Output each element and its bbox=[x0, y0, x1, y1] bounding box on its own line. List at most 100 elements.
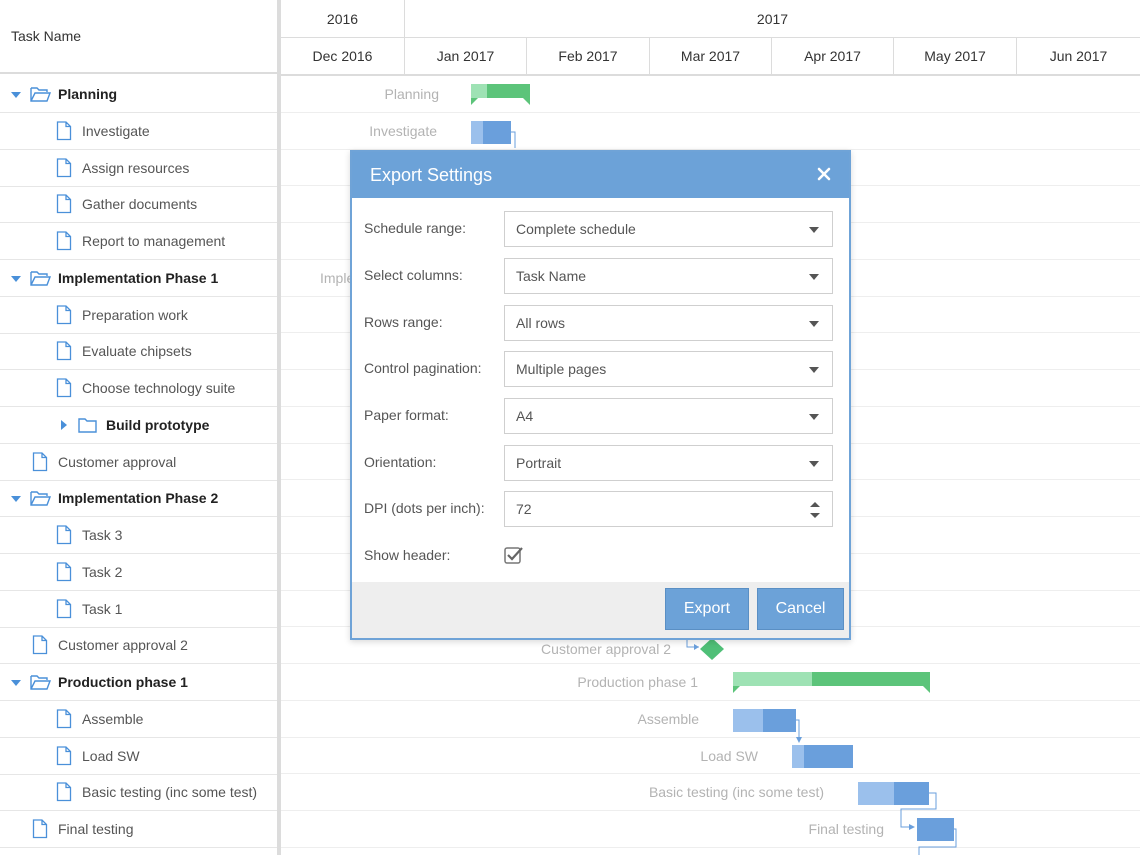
schedule-range-select[interactable]: Complete schedule bbox=[504, 211, 833, 247]
task-row[interactable]: Preparation work bbox=[0, 297, 277, 334]
document-icon bbox=[56, 341, 72, 361]
collapse-toggle-icon[interactable] bbox=[11, 92, 21, 98]
task-row[interactable]: Planning bbox=[0, 76, 277, 113]
document-icon bbox=[32, 451, 48, 471]
paper-format-label: Paper format: bbox=[364, 407, 449, 423]
orientation-select[interactable]: Portrait bbox=[504, 445, 833, 481]
task-row-label: Evaluate chipsets bbox=[82, 343, 192, 360]
task-row[interactable]: Investigate bbox=[0, 113, 277, 150]
control-pagination-select[interactable]: Multiple pages bbox=[504, 351, 833, 387]
month-header-dec-2016: Dec 2016 bbox=[281, 37, 404, 74]
task-row[interactable]: Final testing bbox=[0, 811, 277, 848]
task-row[interactable]: Customer approval bbox=[0, 444, 277, 481]
chevron-down-icon bbox=[809, 227, 819, 233]
dpi-number-input[interactable]: 72 bbox=[504, 491, 833, 527]
month-header-mar-2017: Mar 2017 bbox=[649, 37, 771, 74]
select-columns-select[interactable]: Task Name bbox=[504, 258, 833, 294]
task-row[interactable]: Choose technology suite bbox=[0, 370, 277, 407]
chevron-down-icon bbox=[809, 274, 819, 280]
month-header-apr-2017: Apr 2017 bbox=[771, 37, 893, 74]
task-row[interactable]: Task 1 bbox=[0, 591, 277, 628]
task-row-label: Gather documents bbox=[82, 196, 198, 213]
task-row[interactable]: Implementation Phase 1 bbox=[0, 260, 277, 297]
task-row[interactable]: Gather documents bbox=[0, 186, 277, 224]
show-header-label: Show header: bbox=[364, 547, 451, 563]
month-label: Mar 2017 bbox=[680, 48, 741, 64]
rows-range-row: Rows range: All rows bbox=[364, 305, 839, 341]
collapse-toggle-icon[interactable] bbox=[11, 496, 21, 503]
show-header-row: Show header: bbox=[364, 538, 839, 574]
bar-label-final-testing: Final testing bbox=[808, 821, 884, 837]
task-row-label: Customer approval 2 bbox=[58, 637, 188, 654]
select-columns-label: Select columns: bbox=[364, 267, 463, 283]
spinner-arrows-icon[interactable] bbox=[809, 500, 821, 520]
task-row[interactable]: Production phase 1 bbox=[0, 664, 277, 701]
task-row[interactable]: Basic testing (inc some test) bbox=[0, 774, 277, 812]
task-bar-basic-testing[interactable] bbox=[857, 781, 939, 837]
summary-bar-planning[interactable] bbox=[470, 83, 532, 107]
chevron-down-icon bbox=[809, 321, 819, 327]
month-label: Dec 2016 bbox=[312, 48, 373, 64]
task-name-header-label: Task Name bbox=[11, 28, 82, 44]
month-header-jan-2017: Jan 2017 bbox=[404, 37, 526, 74]
task-name-column-header[interactable]: Task Name bbox=[0, 0, 277, 74]
rows-range-label: Rows range: bbox=[364, 314, 443, 330]
task-row[interactable]: Task 3 bbox=[0, 517, 277, 554]
year-header-2017: 2017 bbox=[404, 0, 1140, 37]
schedule-range-label: Schedule range: bbox=[364, 220, 466, 236]
task-bar-investigate[interactable] bbox=[470, 120, 518, 150]
task-row[interactable]: Load SW bbox=[0, 738, 277, 775]
month-label: Apr 2017 bbox=[804, 48, 861, 64]
task-row[interactable]: Evaluate chipsets bbox=[0, 333, 277, 371]
timeline-row-divider bbox=[281, 846, 1140, 848]
select-value: Complete schedule bbox=[516, 221, 636, 237]
task-row[interactable]: Implementation Phase 2 bbox=[0, 480, 277, 518]
show-header-checkbox[interactable] bbox=[504, 546, 524, 566]
rows-range-select[interactable]: All rows bbox=[504, 305, 833, 341]
task-row[interactable]: Assemble bbox=[0, 701, 277, 738]
task-row-label: Preparation work bbox=[82, 306, 188, 323]
task-bar-final-testing[interactable] bbox=[916, 817, 958, 855]
document-icon bbox=[32, 635, 48, 655]
dialog-footer: Export Cancel bbox=[352, 582, 849, 638]
task-row-label: Task 2 bbox=[82, 563, 123, 580]
select-value: All rows bbox=[516, 315, 566, 331]
bar-label-load-sw: Load SW bbox=[700, 748, 758, 764]
dialog-header: Export Settings bbox=[352, 152, 849, 198]
task-row-label: Customer approval bbox=[58, 453, 177, 470]
select-value: Multiple pages bbox=[516, 361, 607, 377]
task-bar-assemble[interactable] bbox=[732, 708, 802, 744]
task-bar-load-sw[interactable] bbox=[791, 744, 855, 770]
bar-label-investigate: Investigate bbox=[369, 123, 437, 139]
folder-open-icon bbox=[30, 271, 52, 286]
task-row-label: Implementation Phase 2 bbox=[58, 490, 219, 507]
document-icon bbox=[56, 157, 72, 177]
task-grid: Task Name Planning Investigate Assign reso… bbox=[0, 0, 281, 855]
task-row-label: Investigate bbox=[82, 122, 150, 139]
collapse-toggle-icon[interactable] bbox=[11, 275, 21, 282]
folder-open-icon bbox=[30, 87, 52, 102]
month-header-may-2017: May 2017 bbox=[893, 37, 1016, 74]
task-row-label: Final testing bbox=[58, 821, 134, 837]
folder-open-icon bbox=[30, 491, 52, 506]
task-row[interactable]: Customer approval 2 bbox=[0, 627, 277, 665]
chevron-down-icon bbox=[809, 367, 819, 373]
paper-format-select[interactable]: A4 bbox=[504, 398, 833, 434]
year-header-2016: 2016 bbox=[281, 0, 404, 37]
task-row[interactable]: Build prototype bbox=[0, 407, 277, 444]
expand-toggle-icon[interactable] bbox=[61, 419, 67, 430]
document-icon bbox=[56, 194, 72, 214]
bar-label-planning: Planning bbox=[384, 86, 440, 102]
timeline-row-divider bbox=[281, 810, 1140, 811]
task-row[interactable]: Assign resources bbox=[0, 150, 277, 187]
collapse-toggle-icon[interactable] bbox=[11, 680, 21, 686]
summary-bar-production-phase-1[interactable] bbox=[732, 671, 932, 695]
export-button[interactable]: Export bbox=[665, 588, 749, 630]
cancel-button[interactable]: Cancel bbox=[757, 588, 844, 630]
dpi-value: 72 bbox=[516, 501, 532, 517]
close-icon[interactable] bbox=[815, 165, 833, 183]
select-value: Task Name bbox=[516, 268, 587, 284]
task-row[interactable]: Report to management bbox=[0, 223, 277, 260]
task-row[interactable]: Task 2 bbox=[0, 554, 277, 591]
dpi-row: DPI (dots per inch): 72 bbox=[364, 491, 839, 527]
